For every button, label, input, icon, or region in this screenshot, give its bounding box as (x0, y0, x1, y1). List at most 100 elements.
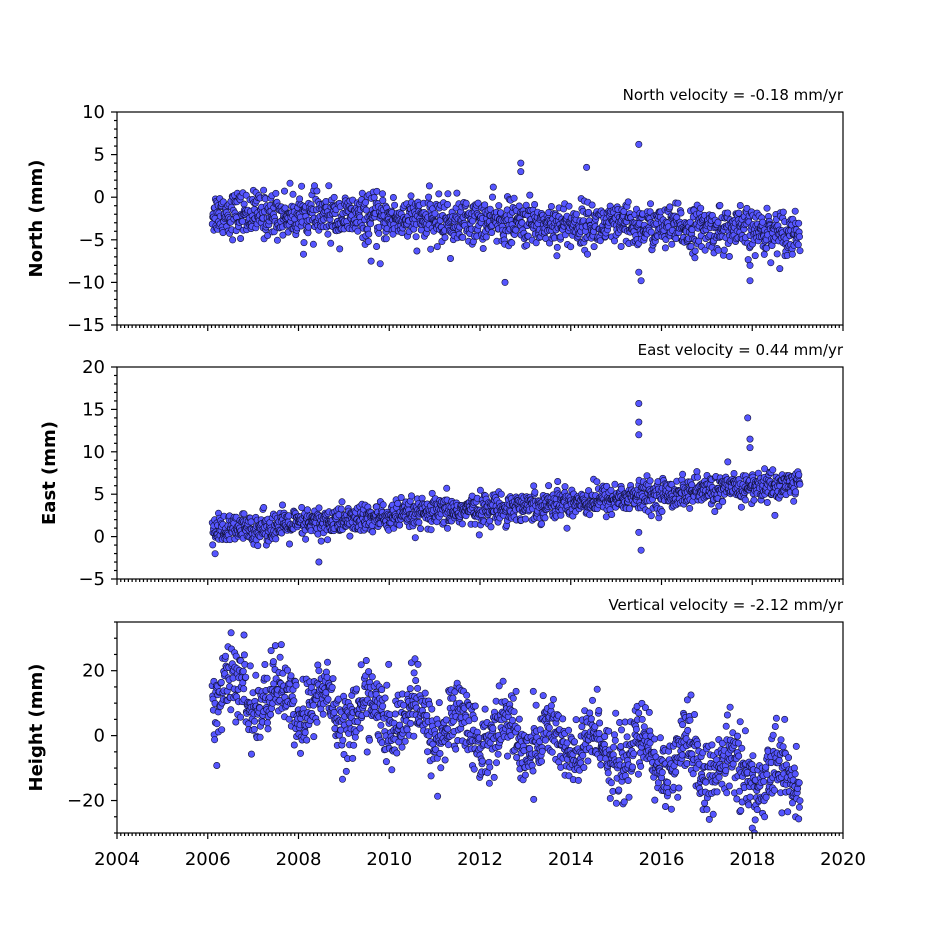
data-point (532, 239, 540, 247)
data-point (338, 498, 346, 506)
data-point (744, 256, 752, 264)
data-point (517, 159, 525, 167)
data-point (548, 748, 556, 756)
data-point (442, 716, 450, 724)
data-point (526, 191, 534, 199)
data-point (762, 244, 770, 252)
data-point (352, 685, 360, 693)
data-point (246, 662, 254, 670)
data-point (779, 208, 787, 216)
y-tick-label: 5 (94, 145, 105, 166)
data-point (421, 689, 429, 697)
data-point (608, 510, 616, 518)
scatter-points (208, 629, 804, 833)
y-tick-label: 0 (94, 187, 105, 208)
data-point (530, 795, 538, 803)
data-point (691, 254, 699, 262)
data-point (280, 187, 288, 195)
data-point (363, 748, 371, 756)
data-point (741, 496, 749, 504)
data-point (760, 778, 768, 786)
data-point (488, 229, 496, 237)
data-point (449, 694, 457, 702)
data-point (379, 501, 387, 509)
data-point (677, 209, 685, 217)
data-point (641, 704, 649, 712)
data-point (725, 782, 733, 790)
data-point (218, 726, 226, 734)
data-point (725, 253, 733, 261)
data-point (481, 201, 489, 209)
data-point (753, 806, 761, 814)
data-point (601, 733, 609, 741)
data-point (401, 737, 409, 745)
data-point (213, 761, 221, 769)
y-tick-label: −5 (78, 230, 105, 251)
y-tick-label: 10 (82, 102, 105, 123)
data-point (559, 715, 567, 723)
data-point (252, 671, 260, 679)
data-point (565, 202, 573, 210)
data-point (565, 726, 573, 734)
data-point (364, 238, 372, 246)
data-point (697, 204, 705, 212)
data-point (666, 203, 674, 211)
data-point (338, 775, 346, 783)
data-point (227, 706, 235, 714)
data-point (701, 799, 709, 807)
data-point (474, 199, 482, 207)
data-point (741, 727, 749, 735)
data-point (497, 209, 505, 217)
data-point (763, 770, 771, 778)
data-point (605, 727, 613, 735)
data-point (411, 655, 419, 663)
data-point (647, 228, 655, 236)
y-axis-label: East (mm) (39, 421, 60, 525)
data-point (342, 767, 350, 775)
data-point (272, 535, 280, 543)
data-point (285, 715, 293, 723)
data-point (479, 245, 487, 253)
data-point (260, 186, 268, 194)
data-point (795, 219, 803, 227)
data-point (683, 696, 691, 704)
data-point (418, 494, 426, 502)
data-point (313, 187, 321, 195)
data-point (553, 243, 561, 251)
data-point (427, 526, 435, 534)
y-tick-label: 20 (82, 357, 105, 378)
data-point (385, 660, 393, 668)
data-point (745, 801, 753, 809)
data-point (476, 486, 484, 494)
data-point (521, 515, 529, 523)
data-point (410, 732, 418, 740)
data-point (686, 504, 694, 512)
data-point (411, 534, 419, 542)
data-point (267, 710, 275, 718)
data-point (596, 237, 604, 245)
data-point (362, 198, 370, 206)
data-point (541, 736, 549, 744)
y-tick-label: 15 (82, 399, 105, 420)
data-point (537, 757, 545, 765)
data-point (283, 666, 291, 674)
data-point (713, 788, 721, 796)
data-point (323, 673, 331, 681)
data-point (635, 418, 643, 426)
data-point (572, 716, 580, 724)
data-point (672, 768, 680, 776)
data-point (591, 723, 599, 731)
data-point (638, 715, 646, 723)
data-point (746, 793, 754, 801)
data-point (290, 741, 298, 749)
data-point (584, 757, 592, 765)
data-point (510, 708, 518, 716)
data-point (630, 750, 638, 758)
data-point (624, 198, 632, 206)
data-point (388, 766, 396, 774)
data-point (623, 733, 631, 741)
data-point (521, 771, 529, 779)
scatter-points (208, 140, 804, 286)
